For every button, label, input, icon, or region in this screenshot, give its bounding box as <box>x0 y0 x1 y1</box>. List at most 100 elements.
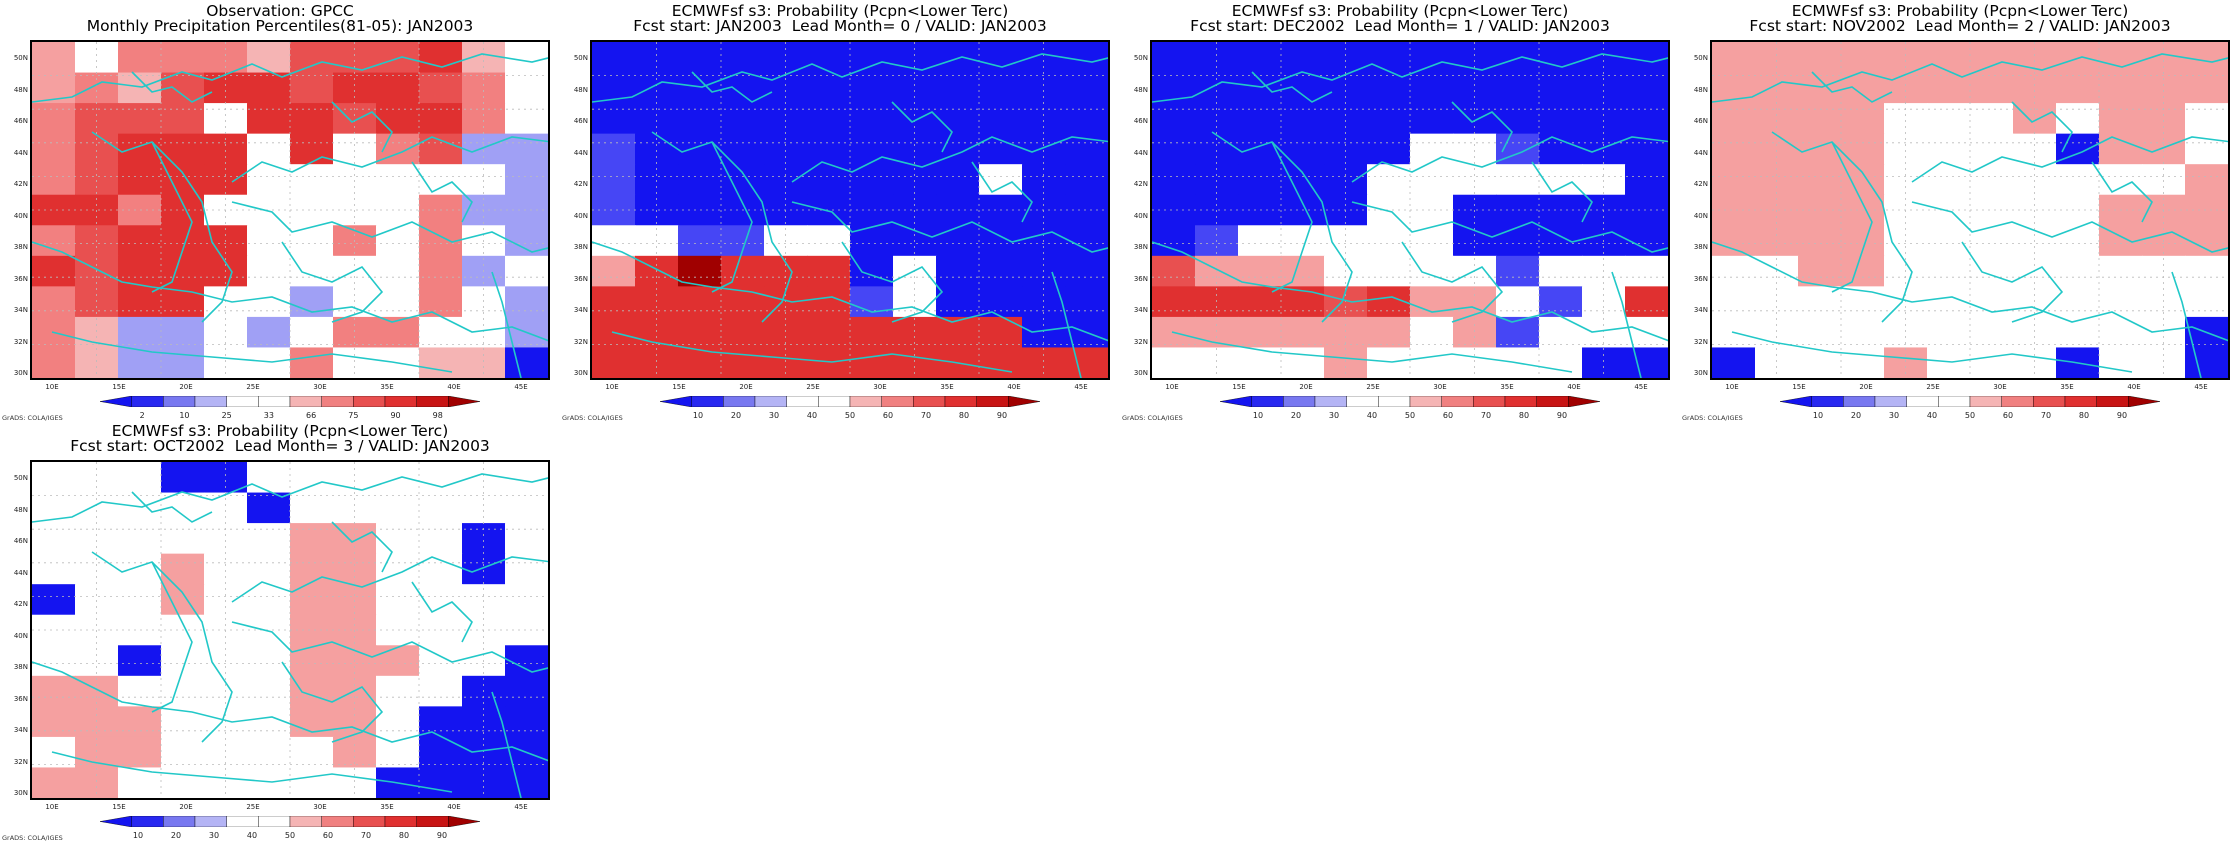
coastline <box>711 141 753 293</box>
coastline <box>231 556 548 603</box>
grid-cell <box>419 255 463 287</box>
grid-cell <box>118 614 162 646</box>
grid-cell <box>764 103 808 135</box>
colorbar-segment <box>2033 396 2066 407</box>
colorbar-segment <box>660 396 692 407</box>
grid-cell <box>505 194 548 226</box>
lon-label: 40E <box>2127 383 2141 391</box>
grid-cell <box>290 103 334 135</box>
grid-cell <box>2056 164 2100 196</box>
grid-cell <box>32 462 76 494</box>
grid-cell <box>419 553 463 585</box>
grid-cell <box>161 767 205 798</box>
grid-cell <box>1841 133 1885 165</box>
colorbar-label: 50 <box>1964 411 1976 420</box>
grid-cell <box>247 645 291 677</box>
map-area <box>590 40 1110 380</box>
colorbar-segment <box>786 396 819 407</box>
colorbar-segment <box>1969 396 2002 407</box>
colorbar-label: 10 <box>1252 411 1264 420</box>
grads-credit: GrADS: COLA/IGES <box>2 414 63 422</box>
grid-cell <box>376 255 420 287</box>
grid-cell <box>1712 42 1756 74</box>
grid-cell <box>592 255 636 287</box>
grid-cell <box>247 225 291 257</box>
map-area <box>30 40 550 380</box>
grid-cell <box>462 523 506 555</box>
grid-cell <box>419 164 463 196</box>
grid-cell <box>1496 225 1540 257</box>
grid-cell <box>678 225 722 257</box>
grid-cell <box>2185 194 2228 226</box>
grid-cell <box>850 42 894 74</box>
colorbar-label: 60 <box>322 831 334 840</box>
colorbar-label: 70 <box>360 831 372 840</box>
grid-cell <box>1927 255 1971 287</box>
lat-label: 38N <box>13 243 28 251</box>
grid-cell <box>1367 133 1411 165</box>
lon-label: 30E <box>1993 383 2007 391</box>
grid-cell <box>850 225 894 257</box>
lon-label: 30E <box>313 803 327 811</box>
lon-label: 10E <box>605 383 619 391</box>
coastline <box>1731 331 2133 373</box>
grid-cell <box>1496 103 1540 135</box>
grid-cell <box>592 225 636 257</box>
colorbar-label: 40 <box>246 831 258 840</box>
grid-cell <box>247 462 291 494</box>
colorbar-label: 90 <box>1556 411 1568 420</box>
grid-cell <box>2056 255 2100 287</box>
grid-cell <box>1625 103 1668 135</box>
colorbar-segment <box>1811 396 1844 407</box>
grid-cell <box>1798 133 1842 165</box>
grid-cell <box>419 767 463 798</box>
grid-cell <box>161 316 205 349</box>
grid-cell <box>247 42 291 74</box>
grid-cell <box>1539 72 1583 104</box>
grid-cell <box>247 675 291 707</box>
grid-cell <box>2185 72 2228 104</box>
grid-cell <box>1410 316 1454 349</box>
lon-label: 40E <box>447 803 461 811</box>
colorbar-segment <box>416 396 449 407</box>
coastline <box>1401 241 1504 323</box>
colorbar-label: 30 <box>1328 411 1340 420</box>
lat-label: 36N <box>1133 274 1148 283</box>
colorbar-segment <box>131 396 164 407</box>
coastline <box>1771 131 1913 323</box>
grid-cell <box>1755 103 1799 135</box>
lat-label: 50N <box>1693 54 1708 62</box>
grid-cell <box>376 736 420 769</box>
panel-subtitle: Fcst start: JAN2003 Lead Month= 0 / VALI… <box>633 17 1047 35</box>
lat-label: 30N <box>1133 369 1148 377</box>
lat-label: 42N <box>1693 180 1708 188</box>
grid-cell <box>505 103 548 135</box>
grid-cell <box>1022 72 1066 104</box>
grid-cell <box>161 255 205 287</box>
grid-cell <box>376 584 420 616</box>
colorbar-label: 10 <box>179 411 190 420</box>
colorbar-label: 60 <box>2002 411 2014 420</box>
grid-cell <box>505 462 548 494</box>
grid-cell <box>1712 103 1756 135</box>
grid-cell <box>678 194 722 226</box>
colorbar-segment <box>448 396 480 407</box>
lat-label: 32N <box>1133 337 1148 346</box>
grid-cell <box>247 553 291 585</box>
grid-cell <box>505 675 548 707</box>
map-area <box>1150 40 1670 380</box>
grid-cell <box>1281 42 1325 74</box>
grid-cell <box>1281 103 1325 135</box>
grid-cell <box>32 767 76 798</box>
grid-cell <box>333 103 377 135</box>
grid-cell <box>32 164 76 196</box>
colorbar-segment <box>321 816 354 827</box>
grid-cell <box>1712 255 1756 287</box>
colorbar <box>100 816 480 827</box>
grid-cell <box>1324 72 1368 104</box>
colorbar-label: 80 <box>1518 411 1530 420</box>
panel-title: ECMWFsf s3: Probability (Pcpn<Lower Terc… <box>671 2 1009 20</box>
grid-cell <box>75 72 119 104</box>
grid-cell <box>376 614 420 646</box>
grid-cell <box>1798 103 1842 135</box>
